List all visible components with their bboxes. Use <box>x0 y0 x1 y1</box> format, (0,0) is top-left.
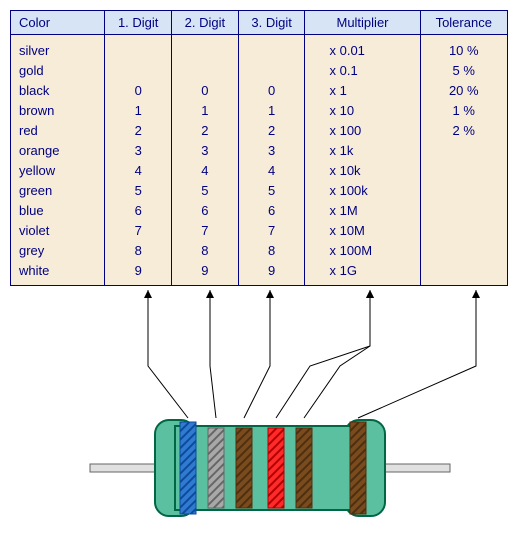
cell-d1: 3 <box>105 140 172 160</box>
cell-d3: 1 <box>238 100 305 120</box>
cell-d1: 9 <box>105 260 172 286</box>
table-row: green555x 100k <box>11 180 508 200</box>
cell-d1: 8 <box>105 240 172 260</box>
cell-d2 <box>172 60 239 80</box>
header-digit3: 3. Digit <box>238 11 305 35</box>
cell-d2: 2 <box>172 120 239 140</box>
cell-d2: 0 <box>172 80 239 100</box>
cell-d1: 6 <box>105 200 172 220</box>
cell-d3: 0 <box>238 80 305 100</box>
cell-color: brown <box>11 100 105 120</box>
cell-d2: 5 <box>172 180 239 200</box>
cell-color: blue <box>11 200 105 220</box>
cell-d2 <box>172 35 239 61</box>
cell-d1: 4 <box>105 160 172 180</box>
cell-d1 <box>105 35 172 61</box>
header-digit2: 2. Digit <box>172 11 239 35</box>
cell-d3 <box>238 35 305 61</box>
table-row: grey888x 100M <box>11 240 508 260</box>
cell-tol: 10 % <box>420 35 507 61</box>
cell-d1: 1 <box>105 100 172 120</box>
cell-d2: 9 <box>172 260 239 286</box>
cell-d2: 6 <box>172 200 239 220</box>
cell-mult: x 1 <box>305 80 420 100</box>
table-row: blue666x 1M <box>11 200 508 220</box>
cell-mult: x 100M <box>305 240 420 260</box>
cell-d2: 1 <box>172 100 239 120</box>
cell-tol <box>420 160 507 180</box>
header-digit1: 1. Digit <box>105 11 172 35</box>
cell-d3: 8 <box>238 240 305 260</box>
header-color: Color <box>11 11 105 35</box>
cell-color: orange <box>11 140 105 160</box>
cell-d3 <box>238 60 305 80</box>
cell-color: yellow <box>11 160 105 180</box>
table-header-row: Color 1. Digit 2. Digit 3. Digit Multipl… <box>11 11 508 35</box>
cell-d2: 8 <box>172 240 239 260</box>
cell-mult: x 1M <box>305 200 420 220</box>
cell-tol: 1 % <box>420 100 507 120</box>
cell-d3: 4 <box>238 160 305 180</box>
cell-color: grey <box>11 240 105 260</box>
cell-d3: 5 <box>238 180 305 200</box>
cell-mult: x 100 <box>305 120 420 140</box>
cell-d1: 7 <box>105 220 172 240</box>
table-row: orange333x 1k <box>11 140 508 160</box>
cell-tol <box>420 200 507 220</box>
cell-mult: x 10k <box>305 160 420 180</box>
resistor-diagram <box>10 286 509 536</box>
cell-d3: 2 <box>238 120 305 140</box>
cell-d1: 2 <box>105 120 172 140</box>
cell-color: silver <box>11 35 105 61</box>
table-row: silver x 0.0110 % <box>11 35 508 61</box>
cell-mult: x 100k <box>305 180 420 200</box>
cell-mult: x 10 <box>305 100 420 120</box>
cell-color: red <box>11 120 105 140</box>
table-body: silverx 0.0110 %goldx 0.15 %black000x 12… <box>11 35 508 286</box>
header-tolerance: Tolerance <box>420 11 507 35</box>
cell-mult: x 0.01 <box>305 35 420 61</box>
cell-d3: 3 <box>238 140 305 160</box>
cell-tol: 5 % <box>420 60 507 80</box>
cell-color: violet <box>11 220 105 240</box>
cell-d3: 6 <box>238 200 305 220</box>
cell-tol <box>420 220 507 240</box>
table-row: red222x 1002 % <box>11 120 508 140</box>
cell-d2: 4 <box>172 160 239 180</box>
cell-d3: 7 <box>238 220 305 240</box>
cell-color: white <box>11 260 105 286</box>
cell-mult: x 1G <box>305 260 420 286</box>
cell-d1: 0 <box>105 80 172 100</box>
cell-color: gold <box>11 60 105 80</box>
cell-mult: x 0.1 <box>305 60 420 80</box>
cell-d1 <box>105 60 172 80</box>
cell-d2: 7 <box>172 220 239 240</box>
cell-d1: 5 <box>105 180 172 200</box>
cell-tol: 2 % <box>420 120 507 140</box>
table-row: black000x 120 % <box>11 80 508 100</box>
cell-tol <box>420 180 507 200</box>
table-row: brown111x 101 % <box>11 100 508 120</box>
table-row: gold x 0.15 % <box>11 60 508 80</box>
cell-tol <box>420 140 507 160</box>
cell-tol <box>420 240 507 260</box>
cell-tol: 20 % <box>420 80 507 100</box>
cell-color: black <box>11 80 105 100</box>
cell-mult: x 10M <box>305 220 420 240</box>
cell-color: green <box>11 180 105 200</box>
table-row: white999x 1G <box>11 260 508 286</box>
cell-tol <box>420 260 507 286</box>
table-row: yellow444x 10k <box>11 160 508 180</box>
color-code-table: Color 1. Digit 2. Digit 3. Digit Multipl… <box>10 10 508 286</box>
cell-mult: x 1k <box>305 140 420 160</box>
cell-d3: 9 <box>238 260 305 286</box>
header-multiplier: Multiplier <box>305 11 420 35</box>
table-row: violet777x 10M <box>11 220 508 240</box>
cell-d2: 3 <box>172 140 239 160</box>
